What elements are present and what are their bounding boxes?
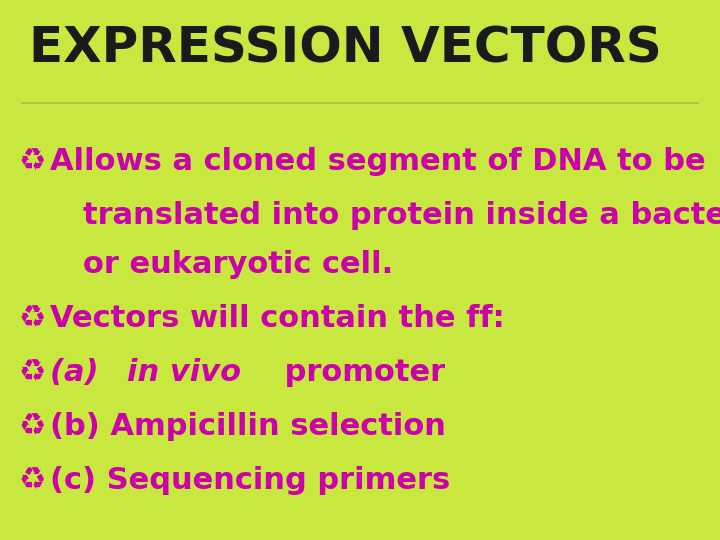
Text: (c) Sequencing primers: (c) Sequencing primers (50, 466, 451, 495)
Text: Vectors will contain the ff:: Vectors will contain the ff: (50, 304, 505, 333)
Text: ♻: ♻ (18, 147, 45, 177)
Text: (b) Ampicillin selection: (b) Ampicillin selection (50, 412, 446, 441)
Text: EXPRESSION VECTORS: EXPRESSION VECTORS (29, 25, 662, 72)
Text: ♻: ♻ (18, 412, 45, 441)
Text: Allows a cloned segment of DNA to be: Allows a cloned segment of DNA to be (50, 147, 706, 177)
Text: translated into protein inside a bacterial: translated into protein inside a bacteri… (83, 201, 720, 231)
Text: ♻: ♻ (18, 466, 45, 495)
Text: or eukaryotic cell.: or eukaryotic cell. (83, 250, 393, 279)
Text: promoter: promoter (274, 358, 445, 387)
Text: (a): (a) (50, 358, 109, 387)
Text: in vivo: in vivo (127, 358, 241, 387)
Text: ♻: ♻ (18, 304, 45, 333)
Text: ♻: ♻ (18, 358, 45, 387)
